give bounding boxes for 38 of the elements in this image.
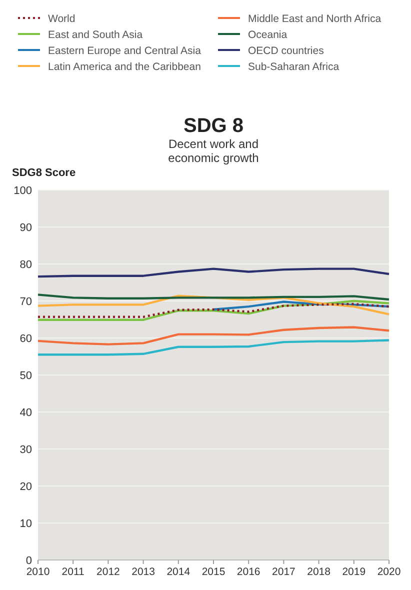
y-tick-label: 90	[20, 222, 32, 234]
x-tick-label: 2013	[132, 566, 156, 578]
y-tick-label: 50	[20, 370, 32, 382]
x-tick-label: 2015	[202, 566, 226, 578]
x-tick-label: 2019	[342, 566, 366, 578]
legend-label: Middle East and North Africa	[248, 13, 382, 25]
chart-title: SDG 8	[183, 115, 244, 137]
y-tick-label: 0	[26, 555, 32, 567]
line-series	[36, 326, 390, 346]
y-tick-label: 20	[20, 481, 32, 493]
x-tick-label: 2012	[96, 566, 120, 578]
y-tick-label: 40	[20, 407, 32, 419]
y-axis-title: SDG8 Score	[12, 167, 76, 179]
x-tick-label: 2010	[26, 566, 50, 578]
x-tick-label: 2016	[236, 566, 260, 578]
y-tick-label: 30	[20, 444, 32, 456]
legend-label: World	[48, 13, 76, 25]
x-tick-label: 2014	[166, 566, 190, 578]
chart-subtitle: Decent work and economic growth	[168, 137, 259, 165]
y-tick-label: 100	[14, 185, 32, 197]
line-series	[36, 294, 390, 316]
x-tick-label: 2011	[62, 566, 85, 578]
legend-label: Sub-Saharan Africa	[248, 61, 340, 73]
y-tick-label: 60	[20, 333, 32, 345]
y-tick-label: 70	[20, 296, 32, 308]
legend-label: Eastern Europe and Central Asia	[48, 45, 202, 57]
line-series	[212, 300, 390, 311]
x-tick-label: 2020	[377, 566, 401, 578]
line-series	[36, 268, 390, 278]
legend-label: Oceania	[248, 29, 288, 41]
legend-label: OECD countries	[248, 45, 324, 57]
y-tick-label: 80	[20, 259, 32, 271]
line-series	[36, 339, 390, 356]
y-tick-label: 10	[20, 518, 32, 530]
x-tick-label: 2018	[307, 566, 331, 578]
x-tick-label: 2017	[272, 566, 296, 578]
legend-label: East and South Asia	[48, 29, 143, 41]
legend-label: Latin America and the Caribbean	[48, 61, 202, 73]
